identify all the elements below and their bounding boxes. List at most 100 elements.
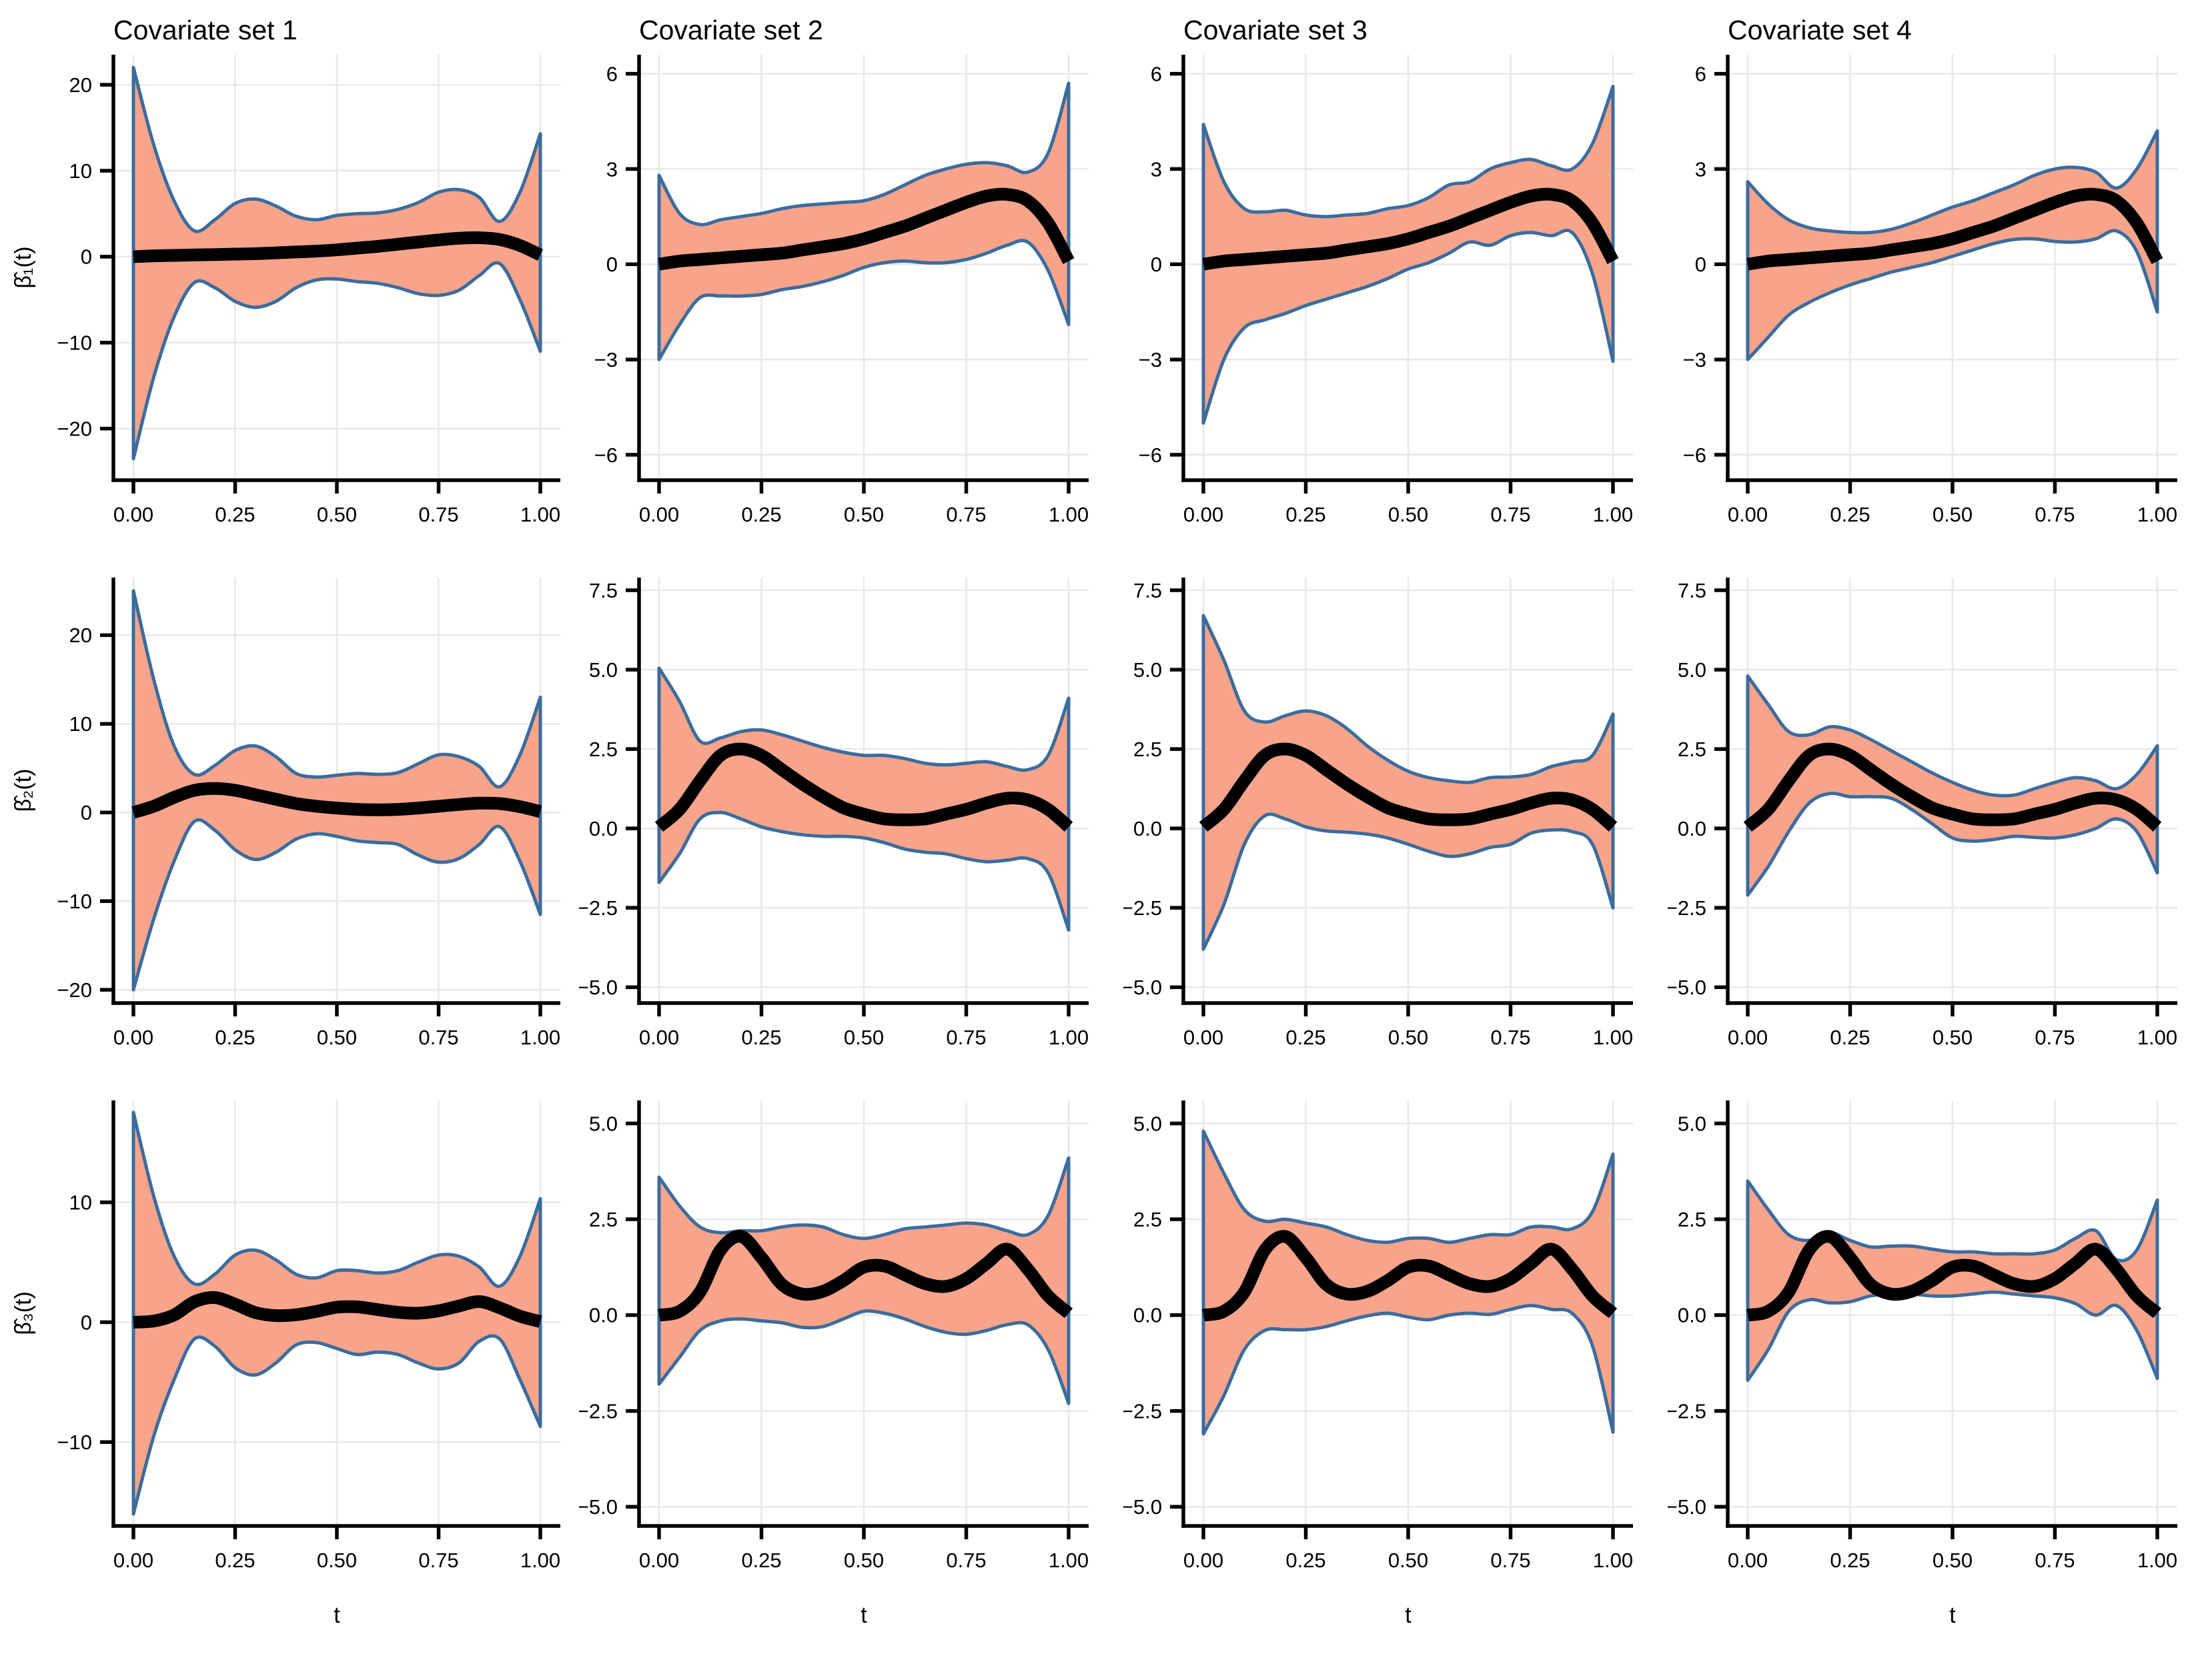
x-tick-label: 0.75 <box>2035 1549 2075 1572</box>
y-tick-label: 2.5 <box>1133 738 1162 761</box>
y-tick-label: 2.5 <box>1678 738 1706 761</box>
x-axis: 0.00 0.25 0.50 0.75 1.00 <box>1183 480 1633 526</box>
x-tick-label: 0.75 <box>946 1549 986 1572</box>
y-axis-title: β̂₃(t) <box>11 1291 36 1335</box>
panel-beta3-set1: 10 0 −10 0.00 0.25 0.50 0.75 1.00 β̂₃(t) t <box>0 1051 579 1662</box>
x-axis: 0.00 0.25 0.50 0.75 1.00 <box>1728 480 2177 526</box>
x-axis: 0.00 0.25 0.50 0.75 1.00 <box>639 1526 1089 1572</box>
y-tick-label: −3 <box>1683 348 1706 371</box>
x-tick-label: 1.00 <box>1049 1549 1089 1572</box>
y-tick-label: −5.0 <box>1668 1495 1706 1519</box>
x-tick-label: 0.25 <box>1830 503 1870 526</box>
y-tick-label: 0.0 <box>589 817 618 840</box>
confidence-band <box>657 81 1071 361</box>
coefficient-plot-beta2-set3: 7.5 5.0 2.5 0.0 −2.5 −5.0 0.00 0.25 0.50 0.75 1.00 <box>1123 578 1633 1049</box>
y-tick-label: −2.5 <box>579 896 618 920</box>
x-axis: 0.00 0.25 0.50 0.75 1.00 <box>113 1003 560 1049</box>
coefficient-plot-beta2-set2: 7.5 5.0 2.5 0.0 −2.5 −5.0 0.00 0.25 0.50 0.75 1.00 <box>579 578 1089 1049</box>
x-tick-label: 0.75 <box>1490 1549 1530 1572</box>
y-tick-label: 0 <box>1695 253 1706 276</box>
x-tick-label: 0.50 <box>844 1026 884 1049</box>
confidence-band <box>1746 674 2159 897</box>
y-tick-label: −5.0 <box>1668 976 1706 999</box>
panel-title: Covariate set 4 <box>1728 15 1912 45</box>
y-tick-label: 5.0 <box>589 658 618 682</box>
x-tick-label: 0.00 <box>639 1026 679 1049</box>
panel-beta2-set1: 20 10 0 −10 −20 0.00 0.25 0.50 0.75 1.00 β̂₂(t) <box>0 528 579 1051</box>
x-tick-label: 0.25 <box>1285 1026 1325 1049</box>
x-tick-label: 0.50 <box>1932 1549 1973 1572</box>
estimate-line <box>1199 742 1618 832</box>
x-tick-label: 0.25 <box>741 503 781 526</box>
y-tick-label: 5.0 <box>1133 658 1162 682</box>
y-tick-label: −3 <box>594 348 618 371</box>
x-tick-label: 1.00 <box>2137 503 2177 526</box>
x-tick-label: 0.00 <box>1728 1549 1768 1572</box>
x-tick-label: 0.00 <box>1183 1549 1223 1572</box>
x-tick-label: 0.25 <box>215 503 255 526</box>
y-axis: 6 3 0 −3 −6 <box>1139 62 1183 467</box>
y-tick-label: 6 <box>1151 62 1162 85</box>
x-tick-label: 0.00 <box>1183 1026 1223 1049</box>
y-tick-label: −6 <box>1139 444 1162 467</box>
y-tick-label: 20 <box>69 73 92 97</box>
x-axis: 0.00 0.25 0.50 0.75 1.00 <box>1183 1003 1633 1049</box>
y-tick-label: 5.0 <box>1678 1112 1706 1135</box>
y-tick-label: 5.0 <box>1133 1112 1162 1135</box>
y-tick-label: −10 <box>57 331 92 355</box>
panel-beta1-set3: Covariate set 3 6 3 0 −3 −6 0.00 0.25 0.50 0.75 1… <box>1123 5 1668 528</box>
panel-beta1-set1: Covariate set 1 20 10 0 −10 −20 0.00 0.25 0.50 0… <box>0 5 579 528</box>
y-axis: 10 0 −10 <box>57 1191 113 1454</box>
x-tick-label: 0.75 <box>2035 503 2075 526</box>
panel-beta1-set4: Covariate set 4 6 3 0 −3 −6 0.00 0.25 0.50 0.75 1… <box>1668 5 2212 528</box>
x-tick-label: 0.50 <box>1932 1026 1973 1049</box>
x-tick-label: 1.00 <box>1049 1026 1089 1049</box>
panel-title: Covariate set 3 <box>1183 15 1367 45</box>
y-tick-label: −20 <box>57 978 92 1002</box>
y-axis: 5.0 2.5 0.0 −2.5 −5.0 <box>579 1112 639 1519</box>
x-axis-title: t <box>861 1603 867 1628</box>
y-axis: 6 3 0 −3 −6 <box>1683 62 1728 467</box>
x-axis-title: t <box>1405 1603 1412 1628</box>
y-tick-label: −6 <box>594 444 618 467</box>
coefficient-plot-beta3-set1: 10 0 −10 0.00 0.25 0.50 0.75 1.00 β̂₃(t) t <box>11 1100 560 1628</box>
x-axis: 0.00 0.25 0.50 0.75 1.00 <box>1728 1526 2177 1572</box>
x-tick-label: 0.25 <box>741 1026 781 1049</box>
estimate-line <box>654 742 1073 832</box>
coefficient-plot-beta2-set1: 20 10 0 −10 −20 0.00 0.25 0.50 0.75 1.00 β̂₂(t) <box>11 578 560 1049</box>
y-tick-label: 10 <box>69 159 92 183</box>
y-axis: 5.0 2.5 0.0 −2.5 −5.0 <box>1668 1112 1728 1519</box>
panel-beta2-set2: 7.5 5.0 2.5 0.0 −2.5 −5.0 0.00 0.25 0.50 0.75 1.00 <box>579 528 1123 1051</box>
y-axis: 7.5 5.0 2.5 0.0 −2.5 −5.0 <box>579 579 639 999</box>
confidence-band <box>1201 85 1615 425</box>
y-tick-label: 0.0 <box>1133 1304 1162 1327</box>
x-tick-label: 0.50 <box>1388 1549 1428 1572</box>
y-tick-label: 20 <box>69 624 92 647</box>
x-axis: 0.00 0.25 0.50 0.75 1.00 <box>639 1003 1089 1049</box>
estimate-line <box>133 231 544 263</box>
x-tick-label: 0.25 <box>741 1549 781 1572</box>
x-tick-label: 1.00 <box>520 503 560 526</box>
x-tick-label: 0.50 <box>844 1549 884 1572</box>
y-tick-label: 2.5 <box>1678 1208 1706 1231</box>
y-tick-label: 5.0 <box>589 1112 618 1135</box>
x-tick-label: 0.50 <box>317 1549 357 1572</box>
y-tick-label: 0.0 <box>1678 817 1706 840</box>
facet-grid: Covariate set 1 20 10 0 −10 −20 0.00 0.25 0.50 0… <box>0 5 2212 1662</box>
y-tick-label: 10 <box>69 712 92 736</box>
panel-beta2-set4: 7.5 5.0 2.5 0.0 −2.5 −5.0 0.00 0.25 0.50 0.75 1.00 <box>1668 528 2212 1051</box>
y-axis: 20 10 0 −10 −20 <box>57 624 113 1002</box>
estimate-line <box>1746 187 2163 271</box>
estimate-line <box>1202 1230 1618 1322</box>
coefficient-plot-beta1-set4: 6 3 0 −3 −6 0.00 0.25 0.50 0.75 1.00 <box>1683 55 2177 526</box>
x-tick-label: 0.50 <box>1932 503 1973 526</box>
y-tick-label: −2.5 <box>579 1399 618 1423</box>
x-tick-label: 1.00 <box>1593 503 1633 526</box>
x-tick-label: 0.75 <box>2035 1026 2075 1049</box>
coefficient-plot-beta3-set4: 5.0 2.5 0.0 −2.5 −5.0 0.00 0.25 0.50 0.75 1.00 t <box>1668 1100 2177 1628</box>
confidence-band <box>1201 1129 1615 1436</box>
coefficient-plot-beta1-set2: 6 3 0 −3 −6 0.00 0.25 0.50 0.75 1.00 <box>594 55 1089 526</box>
confidence-band <box>657 666 1071 932</box>
x-tick-label: 0.25 <box>1830 1549 1870 1572</box>
x-tick-label: 0.00 <box>639 503 679 526</box>
